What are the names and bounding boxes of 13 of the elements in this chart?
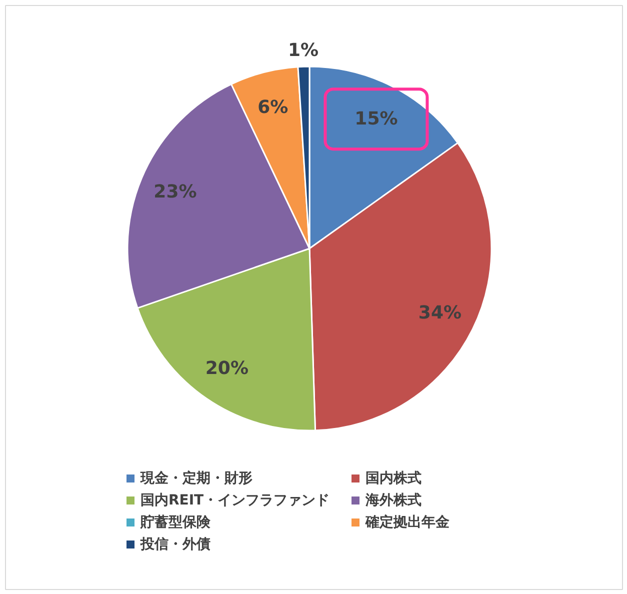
legend-label: 確定拠出年金 — [364, 514, 450, 530]
legend-label: 海外株式 — [364, 492, 422, 508]
legend-label: 国内株式 — [366, 470, 422, 486]
data-label: 34% — [418, 302, 462, 324]
data-label: 20% — [205, 358, 248, 379]
legend-label: 現金・定期・財形 — [140, 470, 252, 486]
legend-label: 貯蓄型保険 — [140, 514, 212, 530]
legend-label: 投信・外債 — [140, 536, 210, 552]
data-label: 1% — [288, 40, 318, 62]
data-label: 15% — [354, 108, 398, 130]
legend-label: 国内REIT・インフラファンド — [140, 492, 330, 508]
data-label: 6% — [258, 97, 288, 118]
data-label: 23% — [154, 182, 197, 203]
